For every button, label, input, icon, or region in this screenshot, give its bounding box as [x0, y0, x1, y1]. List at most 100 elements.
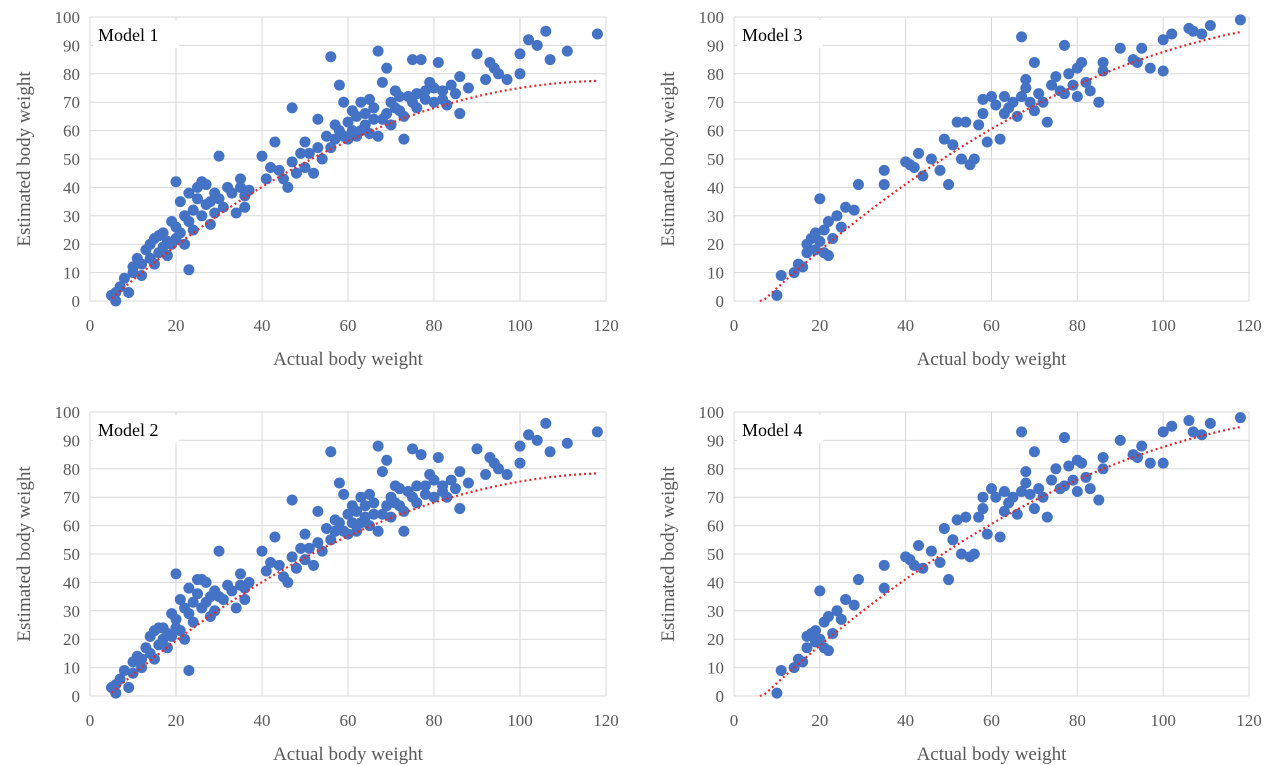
data-point [325, 446, 337, 458]
data-point [852, 179, 864, 191]
data-point [480, 73, 492, 85]
x-tick-label: 120 [1236, 316, 1262, 335]
data-point [986, 483, 997, 495]
data-point [364, 520, 375, 532]
data-point [827, 628, 839, 640]
y-tick-label: 70 [63, 93, 80, 112]
data-point [947, 534, 959, 546]
data-point [407, 54, 418, 66]
data-point [136, 258, 148, 270]
data-point [1080, 471, 1092, 483]
data-point [1007, 96, 1019, 108]
x-tick-label: 100 [1150, 711, 1176, 730]
data-point [1007, 491, 1019, 503]
data-point [1204, 20, 1216, 32]
data-point [1114, 42, 1126, 54]
x-tick-label: 120 [1236, 711, 1262, 730]
data-point [523, 34, 535, 46]
data-point [183, 608, 195, 620]
data-point [174, 593, 186, 605]
x-tick-label: 80 [1069, 711, 1086, 730]
data-point [981, 136, 993, 148]
data-point [934, 164, 946, 176]
y-axis-title: Estimated body weight [14, 71, 35, 247]
data-point [437, 85, 449, 97]
data-point [179, 238, 191, 250]
data-point [239, 201, 251, 213]
data-point [230, 602, 242, 614]
data-point [501, 73, 513, 85]
data-point [1063, 68, 1075, 80]
trendline [759, 425, 1241, 698]
data-point [523, 429, 535, 441]
data-point [127, 267, 139, 279]
data-point [822, 250, 834, 262]
data-point [183, 582, 195, 594]
data-point [878, 179, 890, 191]
y-tick-label: 50 [63, 150, 80, 169]
data-point [561, 437, 573, 449]
data-point [411, 480, 423, 492]
data-point [1196, 28, 1208, 40]
data-point [286, 551, 298, 563]
data-point [398, 110, 410, 122]
data-point [325, 51, 337, 63]
y-tick-label: 0 [716, 687, 725, 706]
panel-label-box [737, 20, 823, 48]
data-point [810, 227, 822, 239]
data-point [243, 576, 255, 588]
data-point [514, 68, 526, 80]
data-point [1046, 79, 1058, 91]
data-point [831, 210, 843, 222]
data-point [840, 201, 852, 213]
data-point [136, 269, 148, 281]
data-point [1041, 511, 1053, 523]
data-point [157, 227, 169, 239]
y-tick-label: 60 [63, 517, 80, 536]
data-point [1063, 460, 1075, 472]
data-point [355, 96, 367, 108]
y-tick-label: 40 [63, 573, 80, 592]
data-point [831, 605, 843, 617]
data-point [372, 45, 384, 57]
data-point [174, 625, 186, 637]
data-point [419, 85, 431, 97]
panel-label: Model 3 [742, 25, 803, 45]
data-point [981, 528, 993, 540]
data-point [368, 102, 380, 114]
x-tick-label: 60 [340, 711, 357, 730]
chart-panel-4: 0 10 20 30 40 50 60 70 80 90 100 0 20 40 60 80 100 120 Act… [658, 403, 1262, 765]
data-point [114, 281, 126, 293]
data-point [381, 500, 393, 512]
data-point [917, 170, 929, 182]
data-point [934, 557, 946, 569]
y-tick-label: 40 [707, 573, 724, 592]
data-point [591, 426, 603, 438]
data-point [428, 82, 440, 94]
y-tick-label: 100 [699, 8, 725, 27]
data-point [1144, 457, 1156, 469]
data-point [951, 514, 963, 526]
data-point [1046, 474, 1058, 486]
data-point [368, 497, 380, 509]
data-point [1136, 42, 1148, 54]
data-point [398, 525, 410, 537]
data-point [183, 264, 195, 276]
data-point [955, 153, 967, 165]
data-point [1234, 14, 1246, 26]
y-tick-label: 10 [707, 659, 724, 678]
data-point [977, 93, 989, 105]
data-point [977, 491, 989, 503]
data-point [471, 443, 483, 455]
data-point [990, 99, 1002, 111]
y-tick-label: 10 [63, 659, 80, 678]
y-tick-label: 20 [63, 630, 80, 649]
data-point [217, 593, 229, 605]
data-point [454, 503, 466, 515]
y-tick-label: 10 [63, 264, 80, 283]
data-point [428, 96, 440, 108]
y-axis-title: Estimated body weight [658, 71, 679, 247]
data-point [118, 272, 130, 284]
data-point [908, 559, 920, 571]
x-tick-label: 0 [730, 316, 739, 335]
